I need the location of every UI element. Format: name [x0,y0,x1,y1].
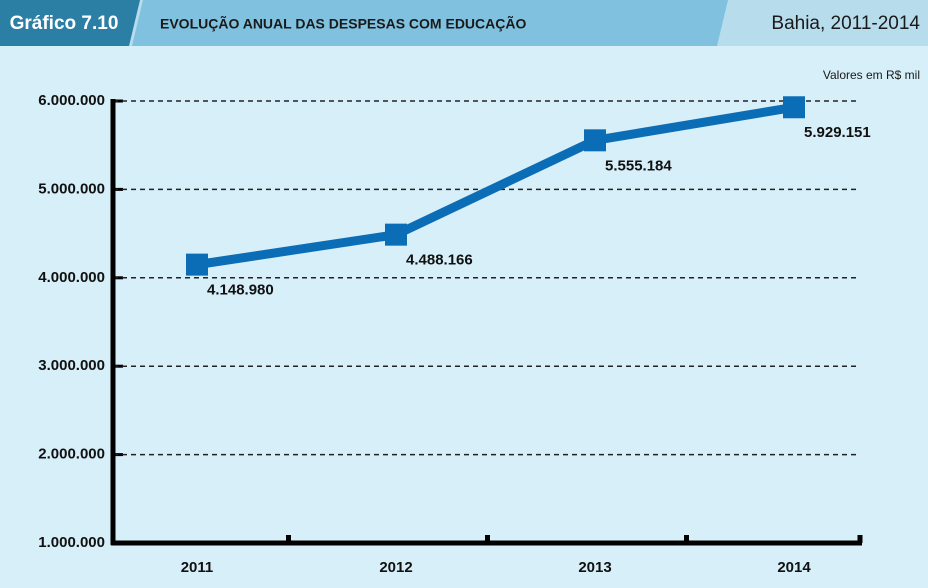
y-tick-label: 1.000.000 [38,534,105,551]
marker [783,96,805,119]
x-tick-label: 2011 [181,559,214,576]
marker [385,223,407,246]
title-band [132,0,728,46]
y-tick-label: 3.000.000 [38,357,105,374]
line [196,102,795,270]
y-tick-label: 4.000.000 [38,269,105,286]
x-tick-label: 2013 [578,559,611,576]
unit-note: Valores em R$ mil [823,68,920,82]
data-label: 5.555.184 [605,157,672,174]
y-tick-label: 6.000.000 [38,92,105,109]
data-label: 5.929.151 [804,124,871,141]
data-label: 4.148.980 [207,282,274,299]
x-tick-label: 2012 [379,559,412,576]
data-label: 4.488.166 [406,252,473,269]
label-band [0,0,140,46]
y-tick-label: 5.000.000 [38,180,105,197]
x-tick-label: 2014 [777,559,811,576]
figure-label: Gráfico 7.10 [10,13,119,34]
marker [186,253,208,276]
y-tick-label: 2.000.000 [38,446,105,463]
chart-subtitle: Bahia, 2011-2014 [771,13,920,34]
marker [584,129,606,152]
chart-title: EVOLUÇÃO ANUAL DAS DESPESAS COM EDUCAÇÃO [160,15,526,32]
